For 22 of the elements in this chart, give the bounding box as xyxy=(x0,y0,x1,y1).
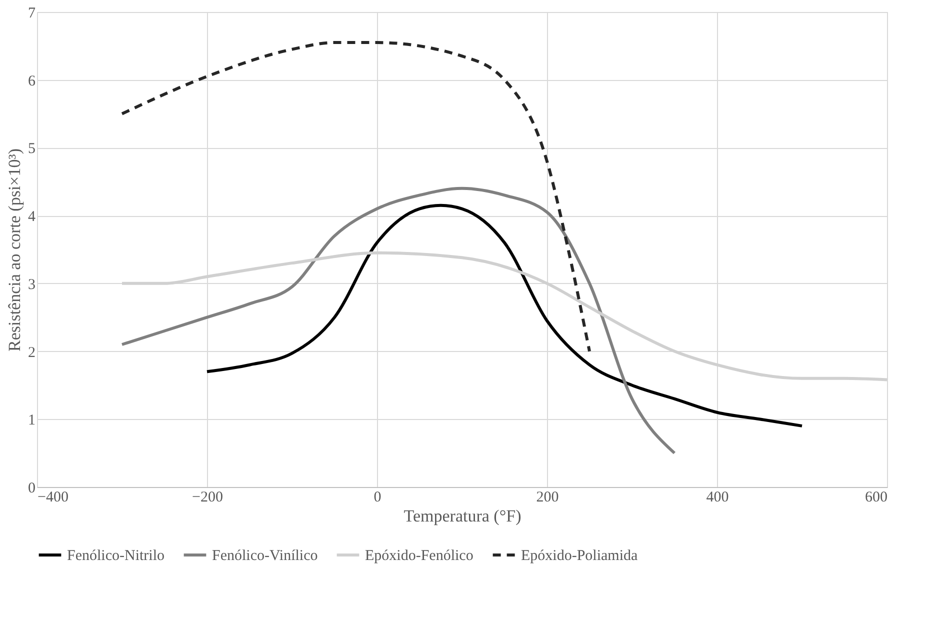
line-series xyxy=(120,186,676,455)
y-tick-label: 6 xyxy=(28,73,36,90)
y-tick-label: 1 xyxy=(28,412,36,429)
x-tick-label: 200 xyxy=(536,490,559,506)
x-tick-label: 0 xyxy=(374,490,382,506)
y-tick-label: 4 xyxy=(28,209,36,226)
y-axis-title: Resistência ao corte (psi×10³) xyxy=(5,148,24,352)
x-tick-label: −200 xyxy=(192,490,223,506)
y-tick-label: 2 xyxy=(28,344,36,361)
x-axis-title: Temperatura (°F) xyxy=(404,506,522,526)
legend-label: Epóxido-Fenólico xyxy=(365,548,474,564)
y-tick-label: 5 xyxy=(28,141,36,158)
y-tick-label: 7 xyxy=(28,6,36,22)
x-tick-label: 400 xyxy=(706,490,729,506)
legend-label: Fenólico-Nitrilo xyxy=(67,548,164,564)
legend-label: Fenólico-Vinílico xyxy=(212,548,318,564)
y-tick-label: 3 xyxy=(28,276,36,293)
line-series xyxy=(120,41,591,353)
x-tick-label: −400 xyxy=(38,490,68,506)
legend-label: Epóxido-Poliamida xyxy=(521,548,638,564)
line-series xyxy=(206,204,804,428)
x-tick-label: 600 xyxy=(865,490,888,506)
